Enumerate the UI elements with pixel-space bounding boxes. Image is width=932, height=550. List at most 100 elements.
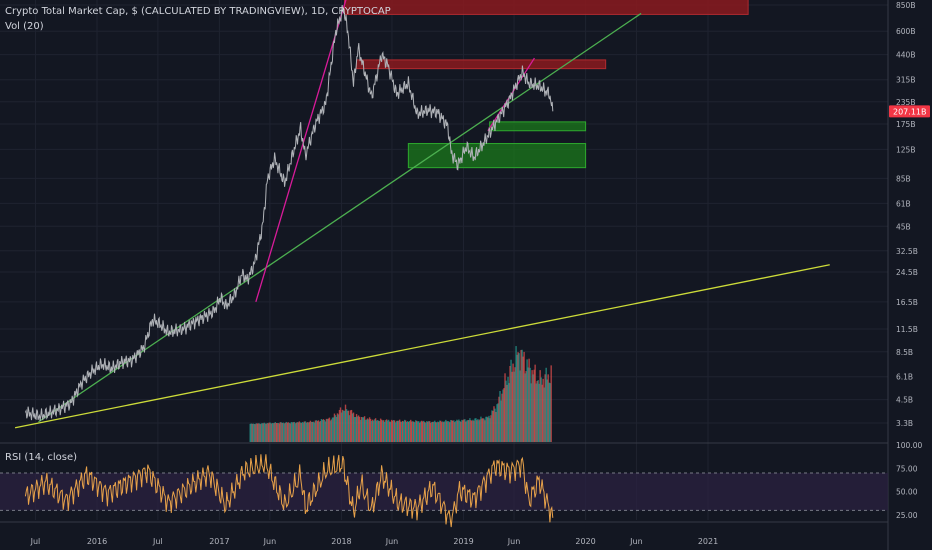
volume-bar (336, 413, 339, 442)
volume-bar (254, 424, 256, 442)
volume-bar (424, 422, 426, 442)
volume-bar (389, 421, 392, 442)
volume-bar (327, 418, 330, 442)
volume-bar (292, 422, 295, 442)
price-tick-label: 61B (896, 199, 911, 208)
volume-bar (435, 422, 437, 442)
volume-bar (333, 413, 336, 442)
volume-bar (289, 423, 292, 442)
volume-bar (412, 421, 414, 442)
volume-bar (255, 423, 257, 442)
price-tick-label: 235B (896, 98, 915, 107)
volume-bar (452, 420, 454, 442)
volume-bar (383, 421, 386, 442)
volume-bar (300, 422, 303, 442)
volume-bar (421, 420, 423, 442)
volume-bar (273, 422, 275, 442)
volume-bar (375, 420, 378, 442)
volume-bar (368, 417, 371, 442)
volume-bar (418, 421, 420, 442)
volume-bar (351, 413, 354, 442)
volume-bar (455, 420, 457, 442)
price-tick-label: 850B (896, 1, 915, 10)
volume-bar (380, 419, 383, 442)
volume-bar (550, 365, 552, 442)
price-tick-label: 4.5B (896, 396, 913, 405)
volume-bar (480, 416, 482, 442)
volume-bar (509, 365, 511, 442)
volume-bar (341, 409, 344, 442)
volume-bar (285, 421, 288, 442)
price-tick-label: 600B (896, 27, 915, 36)
volume-bar (377, 420, 380, 442)
volume-bar (461, 419, 463, 442)
volume-bar (432, 421, 434, 442)
volume-bar (453, 420, 455, 442)
volume-bar (365, 419, 368, 442)
volume-bar (290, 422, 293, 442)
volume-bar (493, 406, 495, 442)
volume-bar (264, 423, 266, 442)
time-tick-label: Jun (385, 537, 399, 546)
volume-bar (280, 422, 283, 442)
volume-bar (397, 420, 400, 442)
volume-bar (505, 380, 507, 442)
time-tick-label: Jun (629, 537, 643, 546)
volume-bar (306, 422, 309, 442)
volume-bar (384, 420, 387, 442)
volume-bar (521, 349, 523, 442)
volume-bar (373, 419, 376, 442)
resistance-zone (343, 0, 749, 15)
volume-bar (472, 419, 474, 442)
volume-bar (277, 422, 279, 442)
volume-bar (360, 416, 363, 442)
volume-bar (464, 419, 466, 442)
volume-bar (451, 420, 453, 442)
volume-bar (457, 420, 459, 442)
volume-bar (417, 421, 419, 442)
volume-bar (256, 423, 258, 442)
volume-bar (378, 420, 381, 442)
volume-bar (398, 419, 401, 442)
rsi-indicator-label[interactable]: RSI (14, close) (5, 452, 78, 463)
volume-bar (535, 383, 537, 442)
volume-bar (540, 377, 542, 442)
volume-bar (428, 421, 430, 442)
volume-bar (485, 416, 487, 442)
price-tick-label: 3.3B (896, 419, 913, 428)
volume-bar (359, 419, 362, 442)
price-tick-label: 175B (896, 120, 915, 129)
volume-bar (443, 422, 445, 442)
volume-bar (477, 419, 479, 442)
volume-bar (414, 422, 416, 442)
volume-bar (258, 423, 260, 442)
time-tick-label: Jun (507, 537, 521, 546)
volume-bar (361, 417, 364, 442)
volume-bar (379, 418, 382, 442)
support-zone (489, 121, 587, 132)
volume-bar (498, 396, 500, 442)
volume-bar (296, 422, 299, 442)
volume-bar (313, 422, 316, 442)
volume-bar (543, 387, 545, 442)
volume-bar (396, 420, 399, 442)
volume-bar (342, 410, 345, 442)
volume-bar (293, 421, 296, 442)
price-axis: 850B 600B 440B 315B 235B 175B 125B 85B 61B 45B 32.… (889, 1, 930, 520)
volume-bar (406, 421, 408, 442)
volume-bar (257, 423, 259, 442)
volume-bar (281, 422, 284, 442)
volume-bar (474, 418, 476, 442)
volume-bar (317, 420, 320, 442)
price-tick-label: 125B (896, 145, 915, 154)
volume-bar (416, 420, 418, 442)
volume-bar (490, 415, 492, 442)
volume-bar (311, 421, 314, 442)
volume-bar (274, 422, 276, 442)
volume-bar (545, 367, 547, 442)
volume-bar (278, 423, 280, 442)
volume-bar (308, 422, 311, 442)
volume-indicator-label[interactable]: Vol (20) (5, 21, 44, 32)
price-tick-label: 6.1B (896, 373, 913, 382)
